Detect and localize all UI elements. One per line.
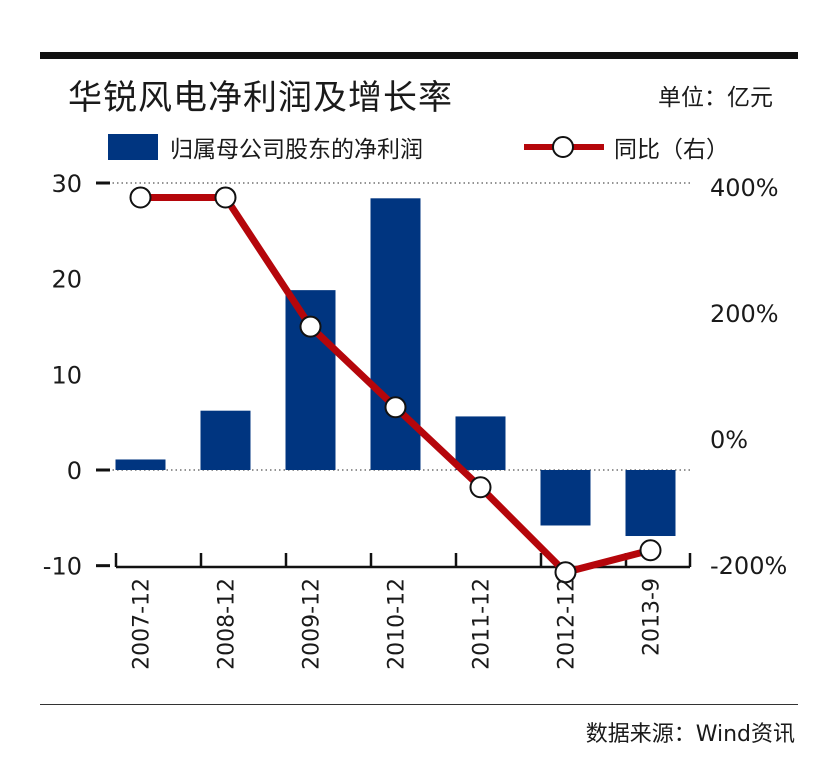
y-right-tick-label: -200% <box>710 552 787 580</box>
bar <box>540 470 591 526</box>
bottom-rule <box>40 704 798 705</box>
y-left-tick-label: 30 <box>51 170 82 198</box>
x-tick-label: 2009-12 <box>300 578 325 670</box>
bar <box>370 198 421 470</box>
line-point <box>299 315 322 338</box>
legend-line-swatch <box>524 134 604 160</box>
line-point <box>469 476 492 499</box>
y-right-tick-label: 0% <box>710 426 748 454</box>
y-right-tick-label: 400% <box>710 174 779 202</box>
x-tick-label: 2013-9 <box>640 578 665 656</box>
line-point <box>384 396 407 419</box>
bar <box>200 410 251 470</box>
y-left-tick-label: 10 <box>51 361 82 389</box>
x-tick-label: 2008-12 <box>215 578 240 670</box>
bar <box>455 416 506 470</box>
legend-bar-swatch <box>108 134 158 160</box>
line-point <box>554 561 577 584</box>
unit-label: 单位：亿元 <box>658 85 773 111</box>
line-point <box>129 186 152 209</box>
top-rule <box>40 52 798 59</box>
legend-line-label: 同比（右） <box>614 137 729 163</box>
legend-bar-label: 归属母公司股东的净利润 <box>170 137 423 163</box>
bar <box>115 459 166 470</box>
chart-title: 华锐风电净利润及增长率 <box>68 78 453 118</box>
x-tick-label: 2012-12 <box>555 578 580 670</box>
x-tick-label: 2011-12 <box>470 578 495 670</box>
bar <box>625 470 676 537</box>
y-left-tick-label: 20 <box>51 266 82 294</box>
line-point <box>639 539 662 562</box>
y-right-tick-label: 200% <box>710 300 779 328</box>
source-note: 数据来源：Wind资讯 <box>585 722 795 747</box>
y-left-tick-label: -10 <box>43 553 82 581</box>
x-tick-label: 2007-12 <box>130 578 155 670</box>
legend-item-line: 同比（右） <box>524 130 729 164</box>
line-point <box>214 186 237 209</box>
x-tick-label: 2010-12 <box>385 578 410 670</box>
y-left-tick-label: 0 <box>67 457 82 485</box>
legend-item-bar: 归属母公司股东的净利润 <box>108 130 423 164</box>
